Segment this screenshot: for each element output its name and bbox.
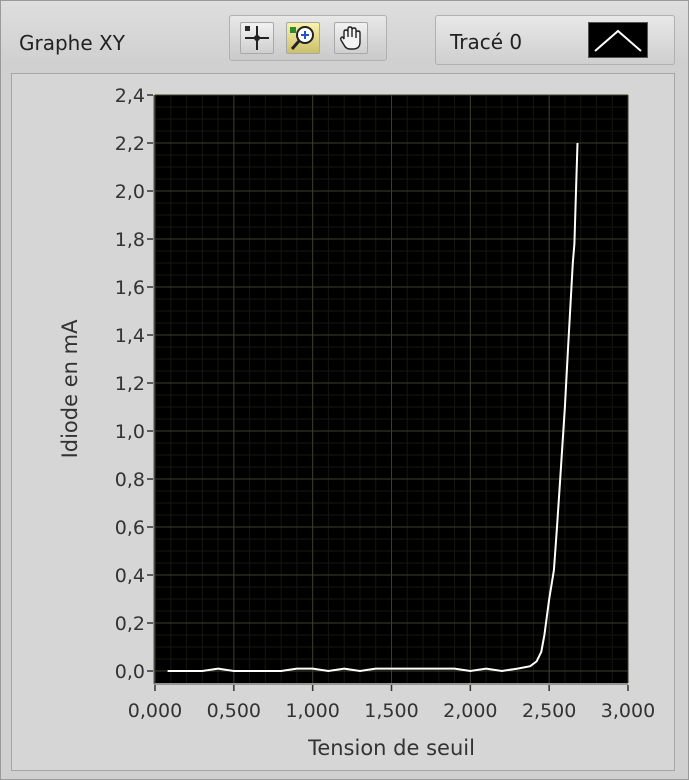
x-tick-label: 0,500 — [207, 700, 261, 722]
graph-tools-palette — [229, 15, 387, 61]
x-tick-label: 2,000 — [443, 700, 497, 722]
y-tick-label: 0,6 — [115, 517, 145, 539]
y-tick-label: 2,4 — [115, 85, 145, 107]
legend-plot-name: Tracé 0 — [450, 30, 523, 54]
graph-header: Graphe XY — [1, 1, 688, 68]
pan-tool[interactable] — [334, 22, 368, 54]
cursor-move-icon — [245, 26, 269, 50]
x-tick-label: 3,000 — [601, 700, 655, 722]
graph-title: Graphe XY — [19, 31, 125, 55]
zoom-icon — [290, 26, 314, 50]
y-tick-label: 0,8 — [115, 469, 145, 491]
y-axis-label: Idiode en mA — [58, 319, 82, 458]
y-tick-label: 0,2 — [115, 613, 145, 635]
y-tick-label: 2,2 — [115, 133, 145, 155]
xy-chart[interactable]: 0,000 0,500 1,000 1,500 2,000 2,500 3,000 0,0 0,… — [1, 67, 688, 779]
y-tick-label: 1,2 — [115, 373, 145, 395]
cursor-move-tool[interactable] — [240, 22, 274, 54]
x-tick-label: 0,000 — [128, 700, 182, 722]
y-tick-label: 1,0 — [115, 421, 145, 443]
line-style-icon — [594, 29, 642, 52]
x-tick-label: 1,500 — [364, 700, 418, 722]
trace-0-line — [167, 142, 579, 673]
pan-hand-icon — [339, 26, 361, 50]
y-tick-label: 2,0 — [115, 181, 145, 203]
x-axis-label: Tension de seuil — [307, 736, 475, 760]
y-tick-label: 1,6 — [115, 277, 145, 299]
plot-area: 0,000 0,500 1,000 1,500 2,000 2,500 3,000 0,0 0,… — [1, 67, 688, 779]
y-tick-label: 0,4 — [115, 565, 145, 587]
y-tick-label: 0,0 — [115, 661, 145, 683]
y-tick-label: 1,4 — [115, 325, 145, 347]
zoom-tool[interactable] — [286, 22, 320, 54]
x-tick-label: 1,000 — [285, 700, 339, 722]
legend-line-swatch[interactable] — [588, 22, 648, 58]
x-tick-label: 2,500 — [522, 700, 576, 722]
y-tick-label: 1,8 — [115, 229, 145, 251]
plot-legend[interactable]: Tracé 0 — [435, 15, 675, 65]
